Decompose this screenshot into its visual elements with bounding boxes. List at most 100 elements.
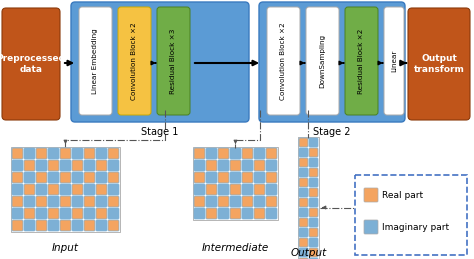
FancyBboxPatch shape <box>230 160 241 171</box>
FancyBboxPatch shape <box>108 184 119 195</box>
FancyBboxPatch shape <box>364 188 378 202</box>
FancyBboxPatch shape <box>96 172 107 183</box>
FancyBboxPatch shape <box>299 168 308 177</box>
FancyBboxPatch shape <box>36 172 47 183</box>
FancyBboxPatch shape <box>194 184 205 195</box>
FancyBboxPatch shape <box>309 228 318 237</box>
FancyBboxPatch shape <box>48 148 59 159</box>
FancyBboxPatch shape <box>60 184 71 195</box>
Text: DownSampling: DownSampling <box>319 34 326 88</box>
Bar <box>298 137 319 259</box>
FancyBboxPatch shape <box>36 220 47 231</box>
FancyBboxPatch shape <box>266 196 277 207</box>
FancyBboxPatch shape <box>24 148 35 159</box>
Text: Linear: Linear <box>391 50 397 72</box>
FancyBboxPatch shape <box>254 148 265 159</box>
FancyBboxPatch shape <box>299 228 308 237</box>
Text: Input: Input <box>52 243 79 253</box>
FancyBboxPatch shape <box>309 248 318 257</box>
FancyBboxPatch shape <box>299 258 308 259</box>
FancyBboxPatch shape <box>230 172 241 183</box>
FancyBboxPatch shape <box>48 208 59 219</box>
FancyBboxPatch shape <box>254 184 265 195</box>
Text: Output
transform: Output transform <box>413 54 465 74</box>
FancyBboxPatch shape <box>72 208 83 219</box>
FancyBboxPatch shape <box>108 148 119 159</box>
FancyBboxPatch shape <box>242 160 253 171</box>
FancyBboxPatch shape <box>309 238 318 247</box>
FancyBboxPatch shape <box>71 2 249 122</box>
FancyBboxPatch shape <box>299 188 308 197</box>
FancyBboxPatch shape <box>267 7 300 115</box>
FancyBboxPatch shape <box>60 220 71 231</box>
FancyBboxPatch shape <box>72 160 83 171</box>
FancyBboxPatch shape <box>24 160 35 171</box>
FancyBboxPatch shape <box>118 7 151 115</box>
Text: Preprocessed
data: Preprocessed data <box>0 54 65 74</box>
FancyBboxPatch shape <box>48 184 59 195</box>
FancyBboxPatch shape <box>218 196 229 207</box>
FancyBboxPatch shape <box>266 160 277 171</box>
FancyBboxPatch shape <box>108 208 119 219</box>
FancyBboxPatch shape <box>206 172 217 183</box>
FancyBboxPatch shape <box>48 196 59 207</box>
FancyBboxPatch shape <box>24 220 35 231</box>
FancyBboxPatch shape <box>2 8 60 120</box>
FancyBboxPatch shape <box>84 208 95 219</box>
FancyBboxPatch shape <box>230 208 241 219</box>
Text: Residual Block ×2: Residual Block ×2 <box>358 28 365 94</box>
FancyBboxPatch shape <box>60 148 71 159</box>
FancyBboxPatch shape <box>266 184 277 195</box>
FancyBboxPatch shape <box>309 198 318 207</box>
FancyBboxPatch shape <box>218 208 229 219</box>
FancyBboxPatch shape <box>309 158 318 167</box>
FancyBboxPatch shape <box>309 138 318 147</box>
FancyBboxPatch shape <box>309 258 318 259</box>
FancyBboxPatch shape <box>309 188 318 197</box>
FancyBboxPatch shape <box>299 218 308 227</box>
Text: Linear Embedding: Linear Embedding <box>92 28 99 94</box>
FancyBboxPatch shape <box>84 160 95 171</box>
FancyBboxPatch shape <box>230 196 241 207</box>
FancyBboxPatch shape <box>254 208 265 219</box>
FancyBboxPatch shape <box>24 172 35 183</box>
FancyBboxPatch shape <box>266 208 277 219</box>
FancyBboxPatch shape <box>206 208 217 219</box>
FancyBboxPatch shape <box>242 196 253 207</box>
FancyBboxPatch shape <box>309 168 318 177</box>
FancyBboxPatch shape <box>299 158 308 167</box>
FancyBboxPatch shape <box>299 138 308 147</box>
FancyBboxPatch shape <box>48 160 59 171</box>
FancyBboxPatch shape <box>364 220 378 234</box>
FancyBboxPatch shape <box>60 160 71 171</box>
FancyBboxPatch shape <box>108 160 119 171</box>
FancyBboxPatch shape <box>36 196 47 207</box>
FancyBboxPatch shape <box>299 178 308 187</box>
FancyBboxPatch shape <box>36 160 47 171</box>
Bar <box>355 175 467 255</box>
FancyBboxPatch shape <box>194 208 205 219</box>
Text: Residual Block ×3: Residual Block ×3 <box>171 28 176 94</box>
FancyBboxPatch shape <box>12 160 23 171</box>
FancyBboxPatch shape <box>194 148 205 159</box>
FancyBboxPatch shape <box>206 184 217 195</box>
FancyBboxPatch shape <box>254 160 265 171</box>
FancyBboxPatch shape <box>12 220 23 231</box>
Text: Imaginary part: Imaginary part <box>382 222 449 232</box>
FancyBboxPatch shape <box>242 208 253 219</box>
FancyBboxPatch shape <box>24 208 35 219</box>
FancyBboxPatch shape <box>24 196 35 207</box>
FancyBboxPatch shape <box>48 220 59 231</box>
FancyBboxPatch shape <box>72 220 83 231</box>
FancyBboxPatch shape <box>206 160 217 171</box>
FancyBboxPatch shape <box>12 184 23 195</box>
FancyBboxPatch shape <box>96 196 107 207</box>
FancyBboxPatch shape <box>96 184 107 195</box>
FancyBboxPatch shape <box>194 160 205 171</box>
FancyBboxPatch shape <box>230 184 241 195</box>
FancyBboxPatch shape <box>309 178 318 187</box>
FancyBboxPatch shape <box>218 184 229 195</box>
FancyBboxPatch shape <box>299 238 308 247</box>
FancyBboxPatch shape <box>384 7 404 115</box>
FancyBboxPatch shape <box>242 184 253 195</box>
